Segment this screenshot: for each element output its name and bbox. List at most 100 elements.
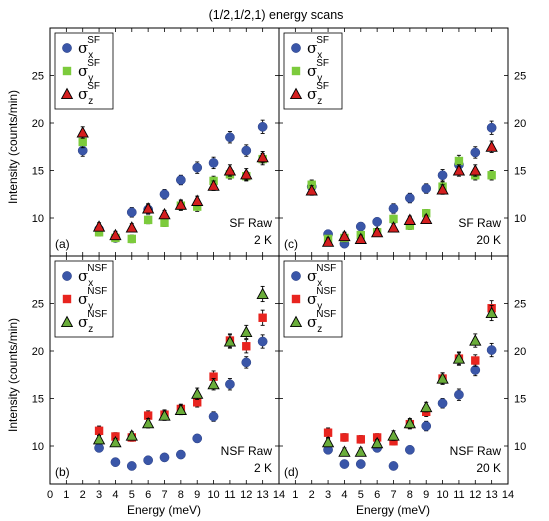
y-tick-label: 15 xyxy=(514,394,526,406)
data-point xyxy=(405,221,415,230)
data-point xyxy=(159,189,170,200)
data-point xyxy=(420,212,433,224)
y-tick-label: 10 xyxy=(32,441,44,453)
x-tick-label: 11 xyxy=(453,489,464,501)
y-tick-label: 20 xyxy=(32,118,44,130)
data-point xyxy=(403,416,417,429)
data-point xyxy=(420,400,433,413)
series-z-sf xyxy=(76,126,269,241)
series-x-nsf xyxy=(323,342,497,471)
x-tick-label: 14 xyxy=(273,489,285,501)
panel-label-line2: 2 K xyxy=(254,233,272,247)
data-point xyxy=(110,457,121,467)
x-tick-label: 0 xyxy=(47,489,53,501)
x-tick-label: 4 xyxy=(112,489,118,501)
x-tick-label: 2 xyxy=(309,489,315,501)
legend-marker xyxy=(291,66,301,76)
x-tick-label: 12 xyxy=(469,489,481,501)
y-tick-label: 25 xyxy=(32,299,44,311)
data-point xyxy=(486,122,497,133)
data-point xyxy=(242,342,251,351)
panel-tag: (d) xyxy=(284,465,299,479)
data-point xyxy=(470,147,481,158)
data-point xyxy=(256,150,269,163)
panel-label-line1: NSF Raw xyxy=(450,444,502,458)
data-point xyxy=(257,336,268,347)
x-tick-label: 8 xyxy=(407,489,413,501)
panel-label-line1: SF Raw xyxy=(458,216,501,230)
data-point xyxy=(78,137,87,147)
series-x-sf xyxy=(77,119,268,243)
x-tick-label: 4 xyxy=(341,489,347,501)
x-tick-label: 3 xyxy=(325,489,331,501)
data-point xyxy=(241,357,252,368)
x-tick-label: 5 xyxy=(358,489,364,501)
y-tick-label: 25 xyxy=(32,71,44,83)
data-point xyxy=(94,443,104,453)
legend-marker xyxy=(60,87,74,100)
data-point xyxy=(192,433,203,444)
legend-marker xyxy=(62,294,72,304)
x-tick-label: 8 xyxy=(178,489,184,501)
data-point xyxy=(258,313,267,322)
data-point xyxy=(176,449,186,460)
data-point xyxy=(403,213,417,225)
data-point xyxy=(158,409,171,421)
data-point xyxy=(125,429,138,441)
data-point xyxy=(240,325,253,338)
series-z-nsf xyxy=(92,285,269,448)
data-point xyxy=(356,435,365,444)
y-tick-label: 10 xyxy=(514,441,526,453)
x-tick-label: 10 xyxy=(207,489,219,501)
panel-b: 0 1 2 3 4 5 6 7 8 9 10 11 12 13 1410152025σxNSFσyNSFσz… xyxy=(32,255,285,501)
data-point xyxy=(452,164,466,176)
data-point xyxy=(487,171,496,180)
data-point xyxy=(158,207,171,220)
y-axis-label-bottom: Intensity (counts/min) xyxy=(6,318,20,432)
x-tick-label: 7 xyxy=(390,489,396,501)
data-point xyxy=(305,184,318,196)
data-point xyxy=(193,202,202,211)
y-tick-label: 25 xyxy=(514,71,526,83)
legend-marker xyxy=(289,87,303,100)
x-axis-label-right: Energy (meV) xyxy=(356,503,430,517)
data-point xyxy=(405,193,415,203)
data-point xyxy=(176,175,186,185)
data-point xyxy=(225,379,235,390)
x-tick-label: 12 xyxy=(240,489,252,501)
data-point xyxy=(208,158,219,168)
data-point xyxy=(241,145,252,156)
data-point xyxy=(436,183,449,195)
data-point xyxy=(470,365,481,375)
data-point xyxy=(454,389,464,400)
data-point xyxy=(257,121,268,132)
data-point xyxy=(143,411,153,420)
data-point xyxy=(387,429,400,441)
data-point xyxy=(421,183,432,194)
data-point xyxy=(207,377,220,390)
panel-tag: (a) xyxy=(55,237,70,251)
x-tick-label: 1 xyxy=(63,489,69,501)
panel-tag: (b) xyxy=(55,465,70,479)
x-tick-label: 9 xyxy=(194,489,200,501)
data-point xyxy=(370,436,384,449)
data-point xyxy=(94,426,104,435)
panel-label-line1: NSF Raw xyxy=(221,444,273,458)
data-point xyxy=(109,435,122,448)
data-point xyxy=(436,372,449,384)
data-point xyxy=(354,445,367,457)
x-tick-label: 10 xyxy=(436,489,448,501)
panel-label-line2: 20 K xyxy=(476,233,501,247)
data-point xyxy=(223,335,237,347)
series-z-nsf xyxy=(321,304,498,457)
data-point xyxy=(191,194,204,206)
data-point xyxy=(92,220,106,232)
panel-label-line2: 20 K xyxy=(476,461,501,475)
